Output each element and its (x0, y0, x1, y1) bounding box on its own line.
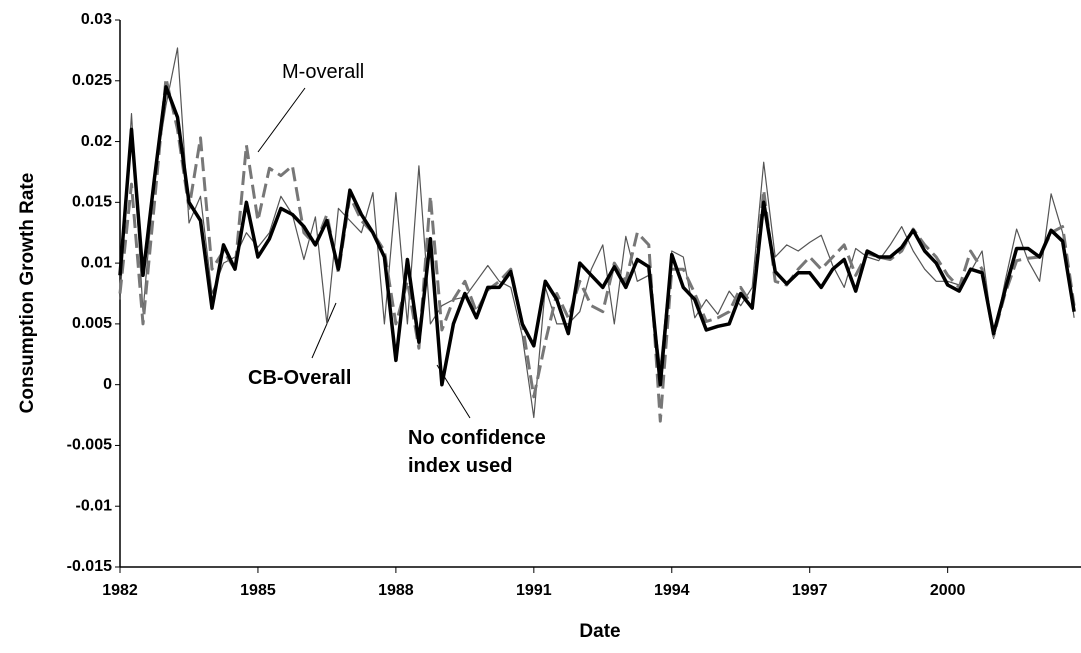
leader-line (311, 302, 337, 359)
y-tick-label: 0.03 (81, 11, 112, 28)
x-tick-label: 1994 (654, 582, 690, 599)
y-tick-label: 0.005 (72, 315, 112, 332)
y-tick-label: 0.01 (81, 254, 112, 271)
leader-line (257, 87, 306, 153)
y-tick-label: -0.015 (67, 558, 112, 575)
y-tick-label: 0 (103, 376, 112, 393)
series-label: M-overall (282, 61, 365, 83)
y-tick-label: -0.01 (76, 497, 113, 514)
x-tick-label: 1988 (378, 582, 414, 599)
y-axis-title: Consumption Growth Rate (17, 173, 38, 414)
x-tick-label: 1985 (240, 582, 276, 599)
y-tick-label: 0.015 (72, 194, 112, 211)
series-label: No confidence index used (408, 427, 546, 477)
series-line (119, 47, 1075, 419)
y-tick-label: 0.025 (72, 72, 112, 89)
series-line (118, 85, 1076, 387)
x-axis-title: Date (579, 621, 620, 642)
x-tick-label: 1991 (516, 582, 552, 599)
x-tick-label: 1982 (102, 582, 138, 599)
y-tick-label: -0.005 (67, 437, 112, 454)
y-tick-label: 0.02 (81, 133, 112, 150)
x-tick-label: 2000 (930, 582, 966, 599)
x-tick-label: 1997 (792, 582, 828, 599)
series-label: CB-Overall (248, 367, 352, 389)
